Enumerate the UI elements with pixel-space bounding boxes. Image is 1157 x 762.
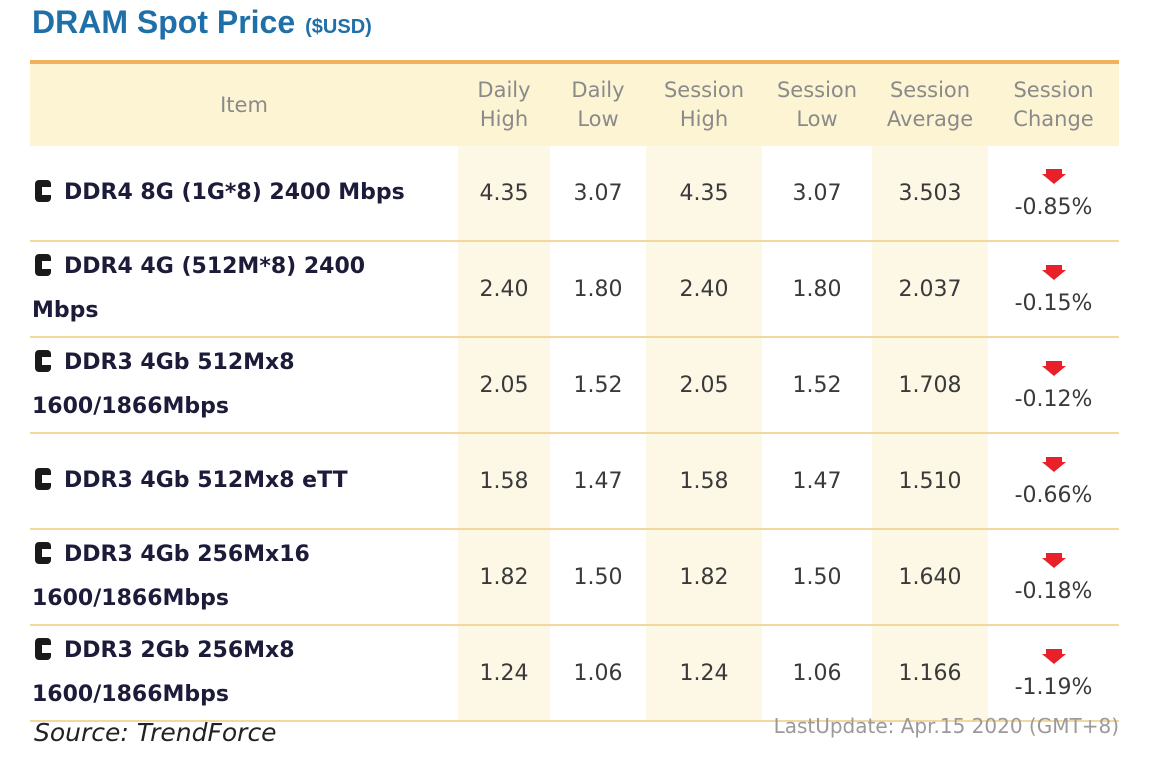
daily-low-cell: 1.47 bbox=[573, 468, 623, 494]
item-name-line1: DDR3 4Gb 512Mx8 bbox=[64, 350, 295, 375]
down-arrow-icon bbox=[1041, 168, 1066, 184]
memory-chip-icon bbox=[32, 350, 54, 372]
table-header: Item Daily High Daily Low Session High Sess… bbox=[30, 60, 1119, 146]
daily-high-cell: 1.82 bbox=[458, 530, 550, 624]
session-change-value: -0.85% bbox=[1014, 194, 1093, 220]
session-average-cell: 1.510 bbox=[872, 434, 988, 528]
header-daily-low: Daily Low bbox=[571, 78, 625, 131]
header-session-high: Session High bbox=[663, 78, 745, 131]
table-row: DDR3 2Gb 256Mx8 1600/1866Mbps 1.24 1.06 1.24… bbox=[30, 626, 1119, 722]
session-change-value: -1.19% bbox=[1014, 674, 1093, 700]
daily-high-cell: 4.35 bbox=[458, 146, 550, 240]
session-average-cell: 3.503 bbox=[872, 146, 988, 240]
memory-chip-icon bbox=[32, 180, 54, 202]
session-change-cell: -1.19% bbox=[988, 626, 1119, 720]
session-change-cell: -0.66% bbox=[988, 434, 1119, 528]
daily-low-cell: 1.06 bbox=[573, 660, 623, 686]
source-note: Source: TrendForce bbox=[34, 718, 277, 747]
header-session-change: Session Change bbox=[1013, 78, 1094, 131]
session-change-cell: -0.85% bbox=[988, 146, 1119, 240]
session-high-cell: 2.05 bbox=[646, 338, 762, 432]
item-cell: DDR3 4Gb 512Mx8 eTT bbox=[30, 434, 458, 528]
price-table: Item Daily High Daily Low Session High Sess… bbox=[30, 60, 1119, 722]
daily-high-cell: 2.05 bbox=[458, 338, 550, 432]
table-row: DDR3 4Gb 512Mx8 1600/1866Mbps 2.05 1.52 2.05… bbox=[30, 338, 1119, 434]
item-cell: DDR4 8G (1G*8) 2400 Mbps bbox=[30, 146, 458, 240]
memory-chip-icon bbox=[32, 254, 54, 276]
daily-low-cell: 1.50 bbox=[573, 564, 623, 590]
item-name-line1: DDR4 8G (1G*8) 2400 Mbps bbox=[64, 180, 405, 205]
header-session-average: Session Average bbox=[886, 78, 974, 131]
session-change-value: -0.66% bbox=[1014, 482, 1093, 508]
session-average-cell: 1.640 bbox=[872, 530, 988, 624]
memory-chip-icon bbox=[32, 468, 54, 490]
session-change-value: -0.12% bbox=[1014, 386, 1093, 412]
memory-chip-icon bbox=[32, 542, 54, 564]
item-name-line2: Mbps bbox=[32, 298, 99, 323]
session-high-cell: 1.58 bbox=[646, 434, 762, 528]
header-daily-high: Daily High bbox=[477, 78, 531, 131]
item-name-line2: 1600/1866Mbps bbox=[32, 682, 229, 707]
item-cell: DDR4 4G (512M*8) 2400 Mbps bbox=[30, 242, 458, 336]
session-low-cell: 1.06 bbox=[792, 660, 842, 686]
daily-low-cell: 3.07 bbox=[573, 180, 623, 206]
down-arrow-icon bbox=[1041, 456, 1066, 472]
daily-low-cell: 1.52 bbox=[573, 372, 623, 398]
item-name-line1: DDR3 2Gb 256Mx8 bbox=[64, 638, 295, 663]
down-arrow-icon bbox=[1041, 552, 1066, 568]
title-unit: ($USD) bbox=[305, 16, 372, 38]
item-cell: DDR3 2Gb 256Mx8 1600/1866Mbps bbox=[30, 626, 458, 720]
header-item: Item bbox=[220, 92, 268, 117]
session-change-value: -0.18% bbox=[1014, 578, 1093, 604]
down-arrow-icon bbox=[1041, 264, 1066, 280]
item-name-line1: DDR3 4Gb 256Mx16 bbox=[64, 542, 310, 567]
item-cell: DDR3 4Gb 256Mx16 1600/1866Mbps bbox=[30, 530, 458, 624]
item-name-line1: DDR3 4Gb 512Mx8 eTT bbox=[64, 468, 348, 493]
session-low-cell: 3.07 bbox=[792, 180, 842, 206]
session-change-cell: -0.15% bbox=[988, 242, 1119, 336]
table-row: DDR3 4Gb 512Mx8 eTT 1.58 1.47 1.58 1.47 1.510… bbox=[30, 434, 1119, 530]
session-average-cell: 2.037 bbox=[872, 242, 988, 336]
session-average-cell: 1.166 bbox=[872, 626, 988, 720]
header-session-low: Session Low bbox=[776, 78, 858, 131]
down-arrow-icon bbox=[1041, 648, 1066, 664]
daily-low-cell: 1.80 bbox=[573, 276, 623, 302]
daily-high-cell: 2.40 bbox=[458, 242, 550, 336]
page-title: DRAM Spot Price ($USD) bbox=[32, 4, 372, 48]
item-name-line1: DDR4 4G (512M*8) 2400 bbox=[64, 254, 366, 279]
session-low-cell: 1.52 bbox=[792, 372, 842, 398]
memory-chip-icon bbox=[32, 638, 54, 660]
table-row: DDR4 4G (512M*8) 2400 Mbps 2.40 1.80 2.40 1.8… bbox=[30, 242, 1119, 338]
item-cell: DDR3 4Gb 512Mx8 1600/1866Mbps bbox=[30, 338, 458, 432]
session-high-cell: 4.35 bbox=[646, 146, 762, 240]
session-change-cell: -0.18% bbox=[988, 530, 1119, 624]
table-body: DDR4 8G (1G*8) 2400 Mbps 4.35 3.07 4.35 3.07… bbox=[30, 146, 1119, 722]
session-high-cell: 1.82 bbox=[646, 530, 762, 624]
session-low-cell: 1.80 bbox=[792, 276, 842, 302]
daily-high-cell: 1.58 bbox=[458, 434, 550, 528]
session-change-cell: -0.12% bbox=[988, 338, 1119, 432]
down-arrow-icon bbox=[1041, 360, 1066, 376]
title-text: DRAM Spot Price bbox=[32, 4, 296, 40]
session-high-cell: 2.40 bbox=[646, 242, 762, 336]
last-update: LastUpdate: Apr.15 2020 (GMT+8) bbox=[773, 714, 1119, 738]
item-name-line2: 1600/1866Mbps bbox=[32, 586, 229, 611]
session-low-cell: 1.47 bbox=[792, 468, 842, 494]
daily-high-cell: 1.24 bbox=[458, 626, 550, 720]
table-row: DDR4 8G (1G*8) 2400 Mbps 4.35 3.07 4.35 3.07… bbox=[30, 146, 1119, 242]
session-low-cell: 1.50 bbox=[792, 564, 842, 590]
session-change-value: -0.15% bbox=[1014, 290, 1093, 316]
table-row: DDR3 4Gb 256Mx16 1600/1866Mbps 1.82 1.50 1.8… bbox=[30, 530, 1119, 626]
session-high-cell: 1.24 bbox=[646, 626, 762, 720]
item-name-line2: 1600/1866Mbps bbox=[32, 394, 229, 419]
session-average-cell: 1.708 bbox=[872, 338, 988, 432]
